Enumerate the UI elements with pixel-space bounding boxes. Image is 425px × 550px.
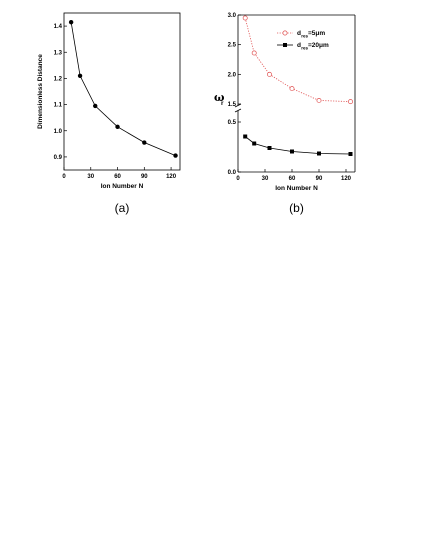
y-tick-label: 1.2 <box>54 76 63 82</box>
legend-label: d <box>297 30 301 37</box>
series-line <box>244 136 351 155</box>
data-point <box>243 134 248 139</box>
x-tick-label: 0 <box>62 174 66 180</box>
axis-break-mark <box>234 108 242 113</box>
y-axis-label: ω <box>214 91 225 104</box>
series-line <box>70 22 176 156</box>
panel-b: 0 30 60 90 120 1.5 2.0 2.5 3.0 0.0 0.5 Ion Number N… <box>214 13 356 215</box>
data-point <box>173 153 178 158</box>
y-tick-label: 1.5 <box>228 102 237 108</box>
x-tick-label: 30 <box>262 176 269 182</box>
x-tick-label: 90 <box>316 176 323 182</box>
plot-frame <box>63 12 181 171</box>
data-point <box>317 151 321 156</box>
x-tick-label: 120 <box>166 174 177 180</box>
data-point <box>290 149 294 154</box>
x-tick-label: 30 <box>87 174 94 180</box>
x-tick-label: 0 <box>236 176 240 182</box>
data-point <box>77 73 83 79</box>
data-point <box>93 103 98 109</box>
x-tick-label: 60 <box>289 176 296 182</box>
panel-a: 0 30 60 90 120 0.9 1.0 1.1 1.2 1.3 1.4 Ion Number N… <box>37 12 181 215</box>
legend-label-subscript: res <box>301 34 308 39</box>
legend-marker <box>283 43 287 47</box>
y-axis-label: Dimensionless Distance <box>37 54 44 129</box>
y-tick-label: 1.3 <box>54 50 63 56</box>
x-tick-label: 120 <box>341 176 352 182</box>
y-tick-label: 1.1 <box>54 103 63 109</box>
y-tick-label: 0.9 <box>54 155 63 161</box>
data-point <box>251 50 257 56</box>
y-tick-label: 3.0 <box>228 13 237 19</box>
y-tick-label: 1.0 <box>54 129 63 135</box>
data-point <box>289 86 295 92</box>
data-point <box>242 15 248 21</box>
legend-label: d <box>297 42 301 49</box>
y-tick-label: 0.0 <box>228 170 237 176</box>
y-axis-label-subscript: r <box>221 100 224 107</box>
data-point <box>316 97 322 103</box>
data-point <box>267 146 272 150</box>
x-axis-label: Ion Number N <box>275 185 318 192</box>
data-point <box>115 124 120 130</box>
data-point <box>252 141 257 146</box>
x-tick-label: 60 <box>114 174 121 180</box>
data-point <box>348 152 353 156</box>
data-point <box>348 99 353 105</box>
data-point <box>267 71 272 77</box>
legend-label-subscript: res <box>301 46 308 51</box>
y-tick-label: 1.4 <box>54 24 63 30</box>
legend-label-value: =20μm <box>308 42 329 49</box>
y-tick-label: 2.5 <box>228 43 237 49</box>
y-tick-label: 2.0 <box>228 72 237 78</box>
series-line <box>244 17 351 103</box>
panel-label: (b) <box>289 201 304 215</box>
y-tick-label: 0.5 <box>228 120 237 126</box>
axis-break-mark <box>234 103 242 108</box>
legend-marker <box>282 30 288 36</box>
data-point <box>142 140 147 145</box>
legend-label-value: =5μm <box>308 30 325 37</box>
panel-label: (a) <box>115 201 130 215</box>
x-tick-label: 90 <box>141 174 148 180</box>
data-point <box>68 19 74 25</box>
x-axis-label: Ion Number N <box>101 183 144 190</box>
